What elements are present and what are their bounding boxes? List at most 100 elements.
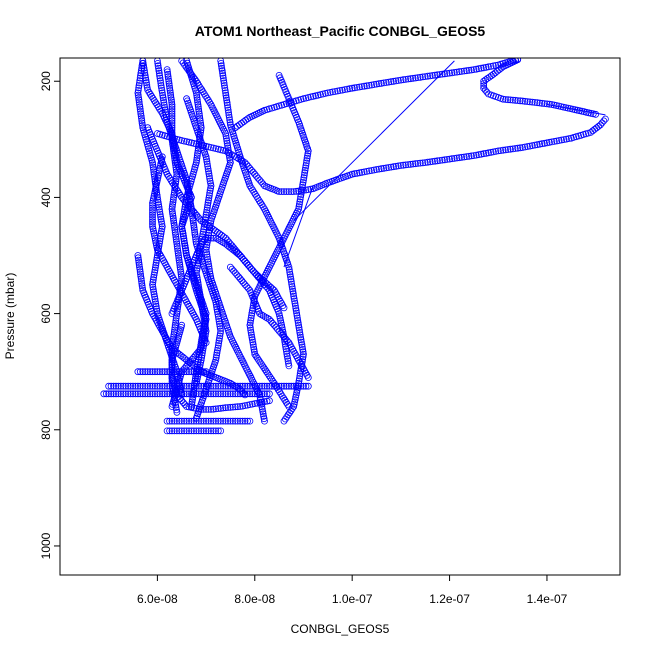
data-point (453, 154, 461, 162)
series-points (100, 58, 609, 435)
data-point (149, 216, 156, 223)
data-point (185, 403, 193, 411)
data-point (168, 117, 176, 125)
data-point (135, 84, 143, 92)
data-point (194, 149, 202, 157)
data-point (153, 382, 161, 390)
data-point (234, 390, 242, 398)
data-point (178, 382, 186, 390)
data-point (157, 213, 165, 221)
data-point (280, 304, 288, 312)
data-point (217, 58, 225, 65)
data-point (149, 161, 157, 169)
data-point (506, 96, 514, 104)
data-point (285, 263, 293, 271)
data-point (158, 382, 166, 390)
data-point (149, 220, 156, 228)
data-point (135, 94, 143, 101)
data-point (172, 161, 180, 169)
data-point (134, 87, 142, 94)
data-point (138, 60, 146, 67)
data-point (177, 268, 185, 276)
data-point (197, 124, 205, 132)
data-point (139, 58, 147, 65)
data-point (541, 100, 548, 107)
data-point (150, 271, 158, 279)
data-point (156, 74, 164, 82)
data-point (341, 86, 349, 93)
data-point (181, 201, 189, 209)
data-point (397, 162, 405, 169)
data-point (218, 64, 226, 72)
data-point (472, 151, 480, 159)
data-point (252, 172, 260, 180)
data-point (149, 213, 156, 221)
data-point (191, 233, 199, 241)
data-point (438, 156, 446, 164)
data-point (174, 245, 181, 252)
data-point (202, 211, 210, 219)
data-point (206, 175, 214, 182)
data-point (149, 202, 156, 209)
data-point (172, 166, 180, 173)
data-point (358, 168, 366, 176)
data-point (105, 390, 113, 398)
data-point (149, 283, 157, 291)
data-point (151, 264, 159, 272)
data-point (135, 259, 143, 266)
data-point (144, 382, 152, 390)
data-point (360, 82, 368, 90)
profile-series (231, 58, 522, 132)
data-point (181, 242, 189, 250)
data-point (166, 427, 174, 435)
data-point (173, 406, 180, 414)
data-point (166, 89, 174, 97)
data-point (182, 196, 190, 204)
data-point (202, 339, 210, 347)
data-point (212, 390, 220, 398)
data-point (321, 90, 329, 97)
data-point (157, 82, 165, 89)
data-point (198, 351, 206, 359)
data-point (214, 427, 222, 435)
data-point (218, 67, 226, 75)
data-point (259, 203, 267, 211)
data-point (127, 382, 135, 390)
data-point (191, 231, 199, 239)
data-point (175, 417, 183, 425)
data-point (151, 382, 159, 390)
data-point (168, 115, 176, 122)
data-point (172, 314, 180, 322)
data-point (244, 115, 252, 123)
data-point (192, 368, 200, 376)
data-point (177, 270, 185, 278)
data-point (194, 262, 202, 270)
data-point (179, 218, 187, 226)
data-point (137, 110, 145, 118)
data-point (159, 91, 167, 99)
data-point (189, 393, 197, 401)
data-point (247, 316, 255, 324)
data-point (193, 91, 201, 99)
data-point (295, 203, 303, 211)
data-point (226, 382, 234, 390)
data-point (197, 417, 205, 425)
data-point (219, 390, 227, 398)
data-point (209, 427, 217, 435)
data-point (151, 190, 158, 198)
data-point (149, 163, 157, 171)
y-tick-label: 400 (39, 187, 53, 207)
data-point (300, 186, 307, 194)
data-point (182, 249, 190, 257)
data-point (201, 218, 209, 226)
profile-series (480, 58, 600, 118)
data-point (155, 67, 163, 75)
data-point (293, 386, 301, 394)
data-point (181, 244, 189, 252)
data-point (426, 72, 434, 80)
data-point (292, 393, 300, 401)
data-point (202, 427, 210, 435)
data-point (385, 78, 393, 86)
data-point (223, 99, 231, 107)
data-point (102, 390, 110, 398)
